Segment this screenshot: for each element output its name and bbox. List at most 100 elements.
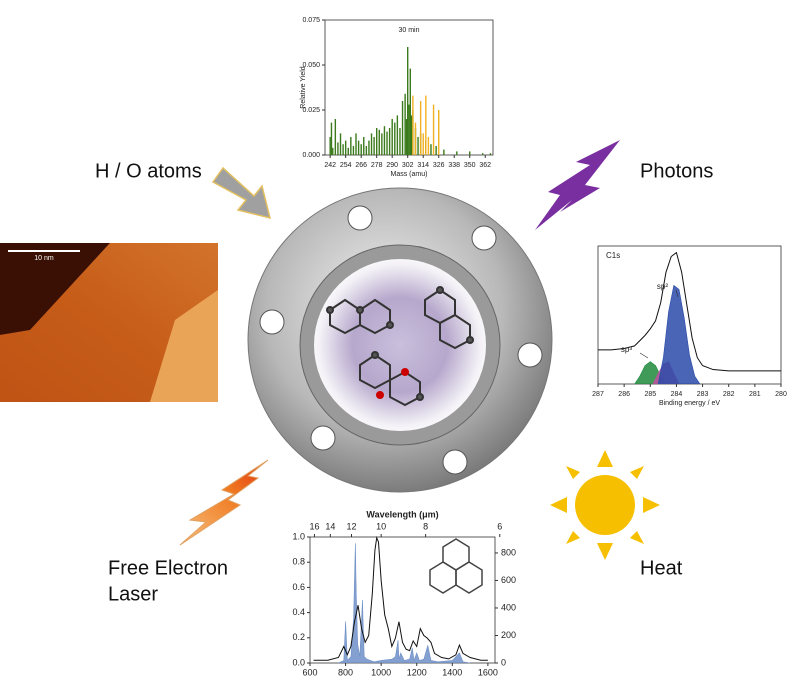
y-tick-label: 0.6 xyxy=(292,582,305,592)
bar xyxy=(344,140,347,155)
x-tick-label: 266 xyxy=(355,162,367,169)
x-tick-label: 800 xyxy=(338,667,353,677)
bar xyxy=(396,115,399,155)
x-tick-label: 1400 xyxy=(442,667,462,677)
bar xyxy=(363,137,365,155)
x-tick-label: 280 xyxy=(775,391,787,398)
y2-tick-label: 0 xyxy=(501,657,506,667)
photon-bolt xyxy=(535,140,620,230)
x-tick-label: 302 xyxy=(402,162,414,169)
y-tick-label: 0.0 xyxy=(292,657,305,667)
bar xyxy=(435,146,437,155)
bar xyxy=(438,110,440,155)
bar xyxy=(370,133,373,155)
y-tick-label: 1.0 xyxy=(292,531,305,541)
y2-tick-label: 800 xyxy=(501,547,516,557)
bar xyxy=(391,119,393,155)
x-tick-label: 326 xyxy=(433,162,445,169)
bar xyxy=(394,122,396,155)
flange xyxy=(247,187,553,493)
chart-title: 30 min xyxy=(398,27,419,34)
x-tick-label: 284 xyxy=(671,391,683,398)
bar xyxy=(355,133,357,155)
fel-bolt xyxy=(179,459,269,546)
y-tick-label: 0.050 xyxy=(302,62,320,69)
y-tick-label: 0.8 xyxy=(292,557,305,567)
label: Photons xyxy=(640,160,713,182)
bar xyxy=(386,131,388,155)
annotation-leader xyxy=(675,289,679,298)
bar xyxy=(373,137,375,155)
bar xyxy=(419,101,422,155)
annotation: sp² xyxy=(657,282,668,291)
area xyxy=(338,543,471,664)
bar xyxy=(417,137,419,155)
x2-tick-label: 6 xyxy=(497,521,502,531)
bar xyxy=(422,133,424,155)
bar xyxy=(427,137,430,155)
bar xyxy=(425,95,427,155)
bar xyxy=(388,128,391,155)
x-tick-label: 362 xyxy=(479,162,491,169)
line xyxy=(598,251,781,372)
y2-tick-label: 600 xyxy=(501,575,516,585)
label: Laser xyxy=(108,583,158,605)
x-tick-label: 281 xyxy=(749,391,761,398)
x-tick-label: 1200 xyxy=(407,667,427,677)
x-tick-label: 290 xyxy=(386,162,398,169)
bar xyxy=(329,137,331,155)
bar xyxy=(469,151,471,155)
bar xyxy=(430,144,432,155)
annotation: sp³ xyxy=(621,345,632,354)
x2-tick-label: 10 xyxy=(376,521,386,531)
bar xyxy=(339,133,342,155)
bar xyxy=(399,128,401,155)
bar xyxy=(365,146,368,155)
label: Heat xyxy=(640,557,683,579)
scale-bar-label: 10 nm xyxy=(34,255,54,262)
annotation-leader xyxy=(639,352,649,359)
bar xyxy=(407,47,409,155)
h-o-arrow xyxy=(211,166,272,220)
y-axis-label: Relative Yield xyxy=(300,66,307,109)
y-tick-label: 0.075 xyxy=(302,17,320,24)
y-tick-label: 0.025 xyxy=(302,107,320,114)
x2-tick-label: 12 xyxy=(346,521,356,531)
bar xyxy=(408,104,410,155)
y-tick-label: 0.4 xyxy=(292,607,305,617)
x-tick-label: 286 xyxy=(618,391,630,398)
x-tick-label: 287 xyxy=(592,391,604,398)
bar xyxy=(456,151,458,155)
bar xyxy=(378,129,380,155)
bar xyxy=(414,122,417,155)
bar xyxy=(357,140,360,155)
bar xyxy=(381,133,383,155)
x-tick-label: 350 xyxy=(464,162,476,169)
bar xyxy=(360,144,362,155)
y2-tick-label: 200 xyxy=(501,630,516,640)
bar xyxy=(443,149,445,155)
y-tick-label: 0.000 xyxy=(302,152,320,159)
x-axis-label: Mass (amu) xyxy=(391,171,428,178)
x2-tick-label: 16 xyxy=(309,521,319,531)
bar xyxy=(401,101,404,155)
x-tick-label: 282 xyxy=(723,391,735,398)
x2-axis-label: Wavelength (μm) xyxy=(366,509,438,519)
x2-tick-label: 8 xyxy=(423,521,428,531)
x-tick-label: 278 xyxy=(371,162,383,169)
bar xyxy=(405,119,408,155)
y-tick-label: 0.2 xyxy=(292,632,305,642)
bar xyxy=(432,104,435,155)
bar xyxy=(481,153,484,155)
ir-molecule xyxy=(429,538,483,594)
x-tick-label: 314 xyxy=(417,162,429,169)
x-tick-label: 242 xyxy=(324,162,336,169)
x-tick-label: 338 xyxy=(448,162,460,169)
chart-title: C1s xyxy=(606,251,620,260)
bar xyxy=(383,126,386,155)
bar xyxy=(330,122,333,155)
bar xyxy=(375,128,378,155)
x-tick-label: 600 xyxy=(302,667,317,677)
bar xyxy=(368,140,370,155)
